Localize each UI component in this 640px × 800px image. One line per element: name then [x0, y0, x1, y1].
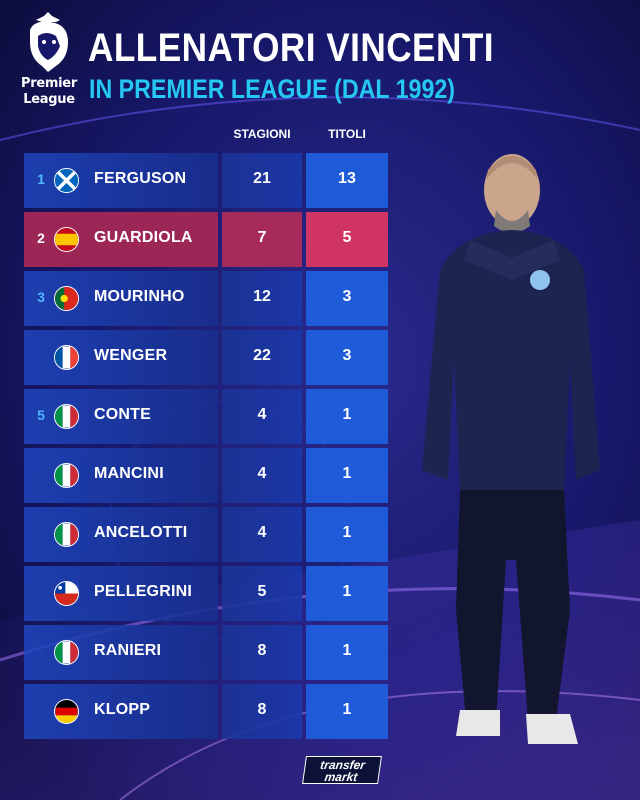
titles-cell: 3	[306, 330, 388, 385]
coach-cell: ANCELOTTI	[24, 507, 218, 562]
seasons-cell: 4	[222, 389, 302, 444]
titles-value: 1	[342, 406, 352, 423]
coach-cell: WENGER	[24, 330, 218, 385]
titles-value: 1	[342, 701, 352, 718]
titles-value: 5	[342, 229, 352, 246]
coach-cell: 2 GUARDIOLA	[24, 212, 218, 267]
coach-cell: MANCINI	[24, 448, 218, 503]
seasons-value: 12	[253, 288, 271, 305]
page-subtitle: IN PREMIER LEAGUE (DAL 1992)	[89, 74, 456, 104]
coach-name: FERGUSON	[94, 170, 187, 187]
seasons-value: 4	[257, 524, 267, 541]
table-row: 5 CONTE 4 1	[24, 389, 388, 444]
table-row: 1 FERGUSON 21 13	[24, 153, 388, 208]
seasons-cell: 7	[222, 212, 302, 267]
titles-cell: 1	[306, 566, 388, 621]
table-row: 2 GUARDIOLA 7 5	[24, 212, 388, 267]
seasons-value: 8	[257, 701, 267, 718]
coach-name: PELLEGRINI	[94, 583, 193, 600]
titles-value: 13	[338, 170, 356, 187]
italy-flag-icon	[54, 404, 79, 429]
titles-cell: 1	[306, 389, 388, 444]
seasons-cell: 8	[222, 684, 302, 739]
chile-flag-icon	[54, 581, 79, 606]
titles-value: 3	[342, 288, 352, 305]
seasons-cell: 12	[222, 271, 302, 326]
logo-text-line-2: markt	[323, 770, 359, 784]
titles-cell: 5	[306, 212, 388, 267]
rank: 3	[37, 289, 45, 305]
coach-name: MANCINI	[94, 465, 164, 482]
coach-cell: 1 FERGUSON	[24, 153, 218, 208]
coach-name: MOURINHO	[94, 288, 185, 305]
italy-flag-icon	[54, 463, 79, 488]
seasons-value: 21	[253, 170, 271, 187]
premier-league-logo: Premier League	[14, 12, 84, 110]
seasons-value: 7	[257, 229, 267, 246]
coach-cell: 5 CONTE	[24, 389, 218, 444]
seasons-value: 4	[257, 465, 267, 482]
seasons-cell: 4	[222, 448, 302, 503]
coach-name: KLOPP	[94, 701, 151, 718]
coach-cell: RANIERI	[24, 625, 218, 680]
rank: 5	[37, 407, 45, 423]
titles-cell: 3	[306, 271, 388, 326]
titles-value: 1	[342, 642, 352, 659]
seasons-value: 8	[257, 642, 267, 659]
table-row: PELLEGRINI 5 1	[24, 566, 388, 621]
germany-flag-icon	[54, 699, 79, 724]
seasons-cell: 22	[222, 330, 302, 385]
page-title: ALLENATORI VINCENTI	[88, 26, 494, 70]
seasons-cell: 21	[222, 153, 302, 208]
titles-cell: 1	[306, 625, 388, 680]
seasons-cell: 4	[222, 507, 302, 562]
titles-cell: 13	[306, 153, 388, 208]
titles-column-header: TITOLI	[328, 127, 366, 141]
table-row: KLOPP 8 1	[24, 684, 388, 739]
seasons-value: 4	[257, 406, 267, 423]
seasons-value: 5	[257, 583, 267, 600]
transfermarkt-logo: transfer markt	[302, 756, 382, 784]
titles-cell: 1	[306, 684, 388, 739]
table-row: RANIERI 8 1	[24, 625, 388, 680]
titles-cell: 1	[306, 507, 388, 562]
seasons-column-header: STAGIONI	[233, 127, 291, 141]
logo-line-1: Premier	[21, 76, 77, 91]
titles-value: 3	[342, 347, 352, 364]
coach-name: RANIERI	[94, 642, 162, 659]
table-row: MANCINI 4 1	[24, 448, 388, 503]
coach-name: GUARDIOLA	[94, 229, 193, 246]
lion-crest-icon	[30, 12, 68, 72]
coach-name: WENGER	[94, 347, 168, 364]
titles-value: 1	[342, 583, 352, 600]
coach-name: CONTE	[94, 406, 151, 423]
logo-line-2: League	[23, 92, 75, 107]
coach-name: ANCELOTTI	[94, 524, 188, 541]
scotland-flag-icon	[54, 168, 79, 193]
table-row: ANCELOTTI 4 1	[24, 507, 388, 562]
italy-flag-icon	[54, 640, 79, 665]
table-row: WENGER 22 3	[24, 330, 388, 385]
france-flag-icon	[54, 345, 79, 370]
rank: 1	[37, 171, 45, 187]
titles-value: 1	[342, 524, 352, 541]
portugal-flag-icon	[54, 286, 79, 311]
italy-flag-icon	[54, 522, 79, 547]
spain-flag-icon	[54, 227, 79, 252]
titles-cell: 1	[306, 448, 388, 503]
coach-cell: PELLEGRINI	[24, 566, 218, 621]
coach-cell: KLOPP	[24, 684, 218, 739]
coach-cell: 3 MOURINHO	[24, 271, 218, 326]
seasons-cell: 5	[222, 566, 302, 621]
titles-value: 1	[342, 465, 352, 482]
table-row: 3 MOURINHO 12 3	[24, 271, 388, 326]
coach-photo	[422, 154, 600, 744]
rank: 2	[37, 230, 45, 246]
seasons-value: 22	[253, 347, 271, 364]
seasons-cell: 8	[222, 625, 302, 680]
